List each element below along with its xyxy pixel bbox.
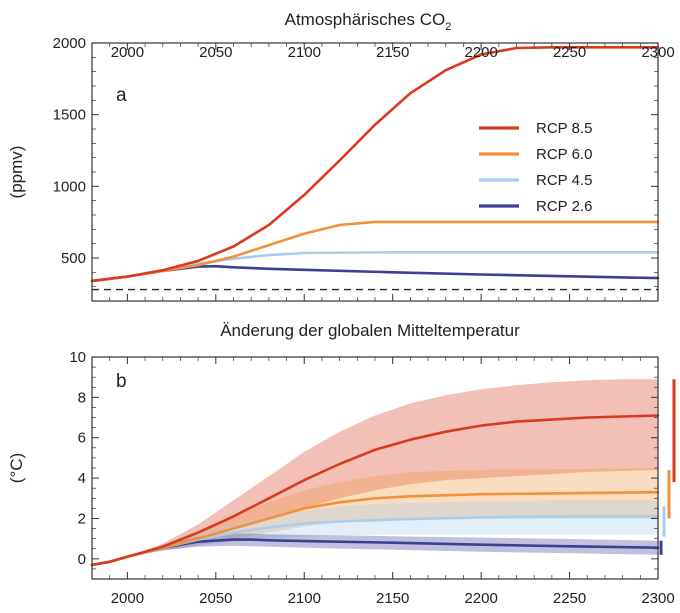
y-tick-label: 500 [61,250,86,267]
x-tick-label: 2250 [553,590,586,607]
x-tick-label: 2050 [199,590,232,607]
y-tick-label: 8 [78,389,86,406]
y-tick-label: 0 [78,551,86,568]
x-tick-label: 2000 [111,590,144,607]
panel-b-label: b [116,371,127,392]
band-rcp-8-5 [92,379,658,565]
y-tick-label: 4 [78,470,86,487]
legend-label-rcp-6-0: RCP 6.0 [536,146,592,163]
legend-label-rcp-8-5: RCP 8.5 [536,120,592,137]
panel-b-y-ticks: 0 2 4 6 8 10 [69,349,658,580]
x-tick-label: 2150 [376,590,409,607]
x-tick-label: 2200 [464,44,497,61]
panel-b-temperature-chart: Änderung der globalen Mitteltemperatur 2… [7,321,676,607]
line-rcp-8-5 [90,414,660,567]
panel-b-range-bars [659,379,676,555]
x-tick-label: 2300 [641,44,674,61]
y-tick-label: 10 [69,349,86,366]
x-tick-label: 2150 [376,44,409,61]
panel-b-x-ticks: 2000 2050 2100 2150 2200 2250 2300 [91,357,675,607]
x-tick-label: 2100 [288,590,321,607]
panel-b-title: Änderung der globalen Mitteltemperatur [220,321,520,340]
y-tick-label: 2000 [53,35,86,52]
legend-label-rcp-4-5: RCP 4.5 [536,172,592,189]
band-rcp-4-5 [92,500,658,565]
x-tick-label: 2300 [641,590,674,607]
y-tick-label: 1500 [53,107,86,124]
panel-a-y-ticks: 500 1000 1500 2000 [53,35,658,302]
band-rcp-2-6 [92,533,658,565]
panel-a-x-ticks: 2000 2050 2100 2150 2200 2250 2300 [91,43,675,301]
line-rcp-8-5 [90,46,660,283]
panel-a-label: a [116,85,127,106]
x-tick-label: 2250 [553,44,586,61]
panel-b-uncertainty-bands [92,379,658,565]
legend: RCP 8.5 RCP 6.0 RCP 4.5 RCP 2.6 [479,120,592,215]
legend-label-rcp-2-6: RCP 2.6 [536,198,592,215]
band-rcp-6-0 [92,468,658,565]
y-tick-label: 6 [78,430,86,447]
panel-a-co2-chart: Atmosphärisches CO2 2000 2050 2100 2150 2200… [7,10,675,302]
panel-a-title: Atmosphärisches CO2 [285,10,452,33]
panel-a-series-group [90,46,660,291]
x-tick-label: 2050 [199,44,232,61]
panel-a-y-axis-label: (ppmv) [7,146,26,199]
panel-b-y-axis-label: (°C) [7,453,26,483]
x-tick-label: 2200 [464,590,497,607]
x-tick-label: 2000 [111,44,144,61]
y-tick-label: 2 [78,510,86,527]
panel-b-series-group [90,414,660,567]
y-tick-label: 1000 [53,178,86,195]
x-tick-label: 2100 [288,44,321,61]
